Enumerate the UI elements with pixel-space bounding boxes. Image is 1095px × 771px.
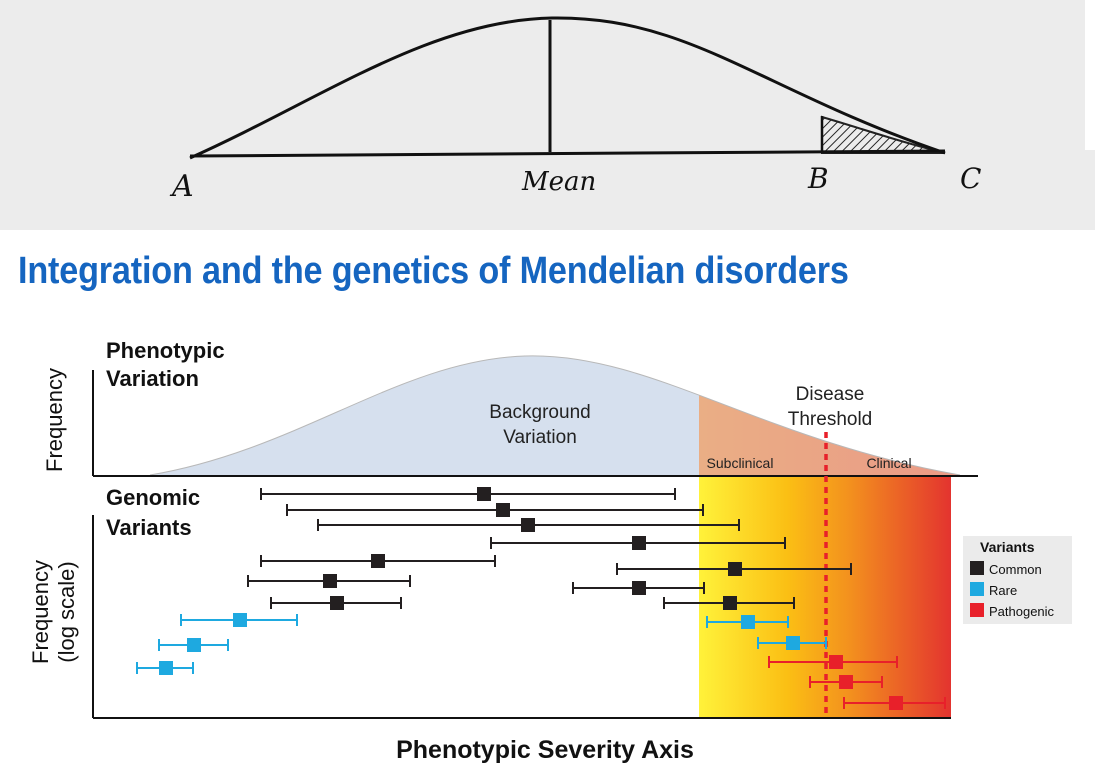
common-variant-marker (286, 503, 704, 517)
clinical-label: Clinical (866, 455, 911, 471)
x-axis-label: Phenotypic Severity Axis (396, 736, 694, 764)
variant-square (323, 574, 337, 588)
legend-label-pathogenic: Pathogenic (989, 604, 1055, 619)
pathogenic-variant-marker (768, 655, 898, 669)
common-variant-marker (490, 536, 786, 550)
variant-square (728, 562, 742, 576)
variant-square (723, 596, 737, 610)
rare-variant-marker (706, 615, 789, 629)
variant-square (741, 615, 755, 629)
variant-square (632, 581, 646, 595)
sketch-label-mean: Mean (521, 167, 596, 197)
sketch-label-c: C (960, 162, 981, 195)
variant-square (521, 518, 535, 532)
common-variant-marker (317, 518, 740, 532)
subclinical-label: Subclinical (707, 455, 774, 471)
tail-area (699, 395, 960, 475)
common-variant-marker (247, 574, 411, 588)
variant-square (477, 487, 491, 501)
variant-square (330, 596, 344, 610)
variant-square (159, 661, 173, 675)
sketch-label-a: A (169, 169, 194, 204)
common-variant-marker (270, 596, 402, 610)
legend-swatch-pathogenic (970, 603, 984, 617)
threshold-label-line2: Threshold (788, 409, 873, 430)
phenotypic-heading-line2: Variation (106, 366, 199, 391)
pathogenic-variant-marker (809, 675, 883, 689)
rare-variant-marker (757, 636, 827, 650)
variant-square (632, 536, 646, 550)
variant-square (233, 613, 247, 627)
sketch-baseline (189, 149, 946, 158)
common-variant-marker (260, 554, 496, 568)
phenotypic-heading-line1: Phenotypic (106, 338, 225, 363)
sketch-label-b: B (807, 162, 829, 195)
legend-swatch-rare (970, 582, 984, 596)
threshold-label-line1: Disease (796, 384, 865, 405)
legend-title: Variants (980, 539, 1035, 555)
variant-square (371, 554, 385, 568)
y-label-top: Frequency (42, 368, 67, 472)
rare-variant-marker (180, 613, 298, 627)
y-label-bottom-line2: (log scale) (54, 561, 79, 662)
common-variant-marker (572, 581, 705, 595)
genetics-diagram: Phenotypic Variation Genomic Variants Fr… (28, 338, 1072, 764)
background-label-line1: Background (489, 402, 590, 423)
common-variant-marker (663, 596, 795, 610)
variant-square (839, 675, 853, 689)
genomic-heading-line2: Variants (106, 515, 192, 540)
variant-square (889, 696, 903, 710)
variant-square (187, 638, 201, 652)
variant-markers (136, 487, 946, 710)
legend-swatch-common (970, 561, 984, 575)
rare-variant-marker (158, 638, 229, 652)
genomic-heading-line1: Genomic (106, 485, 200, 510)
rare-variant-marker (136, 661, 194, 675)
phenotype-curve (149, 355, 961, 476)
variant-square (496, 503, 510, 517)
hand-drawn-sketch: A Mean B C (0, 0, 1095, 230)
pathogenic-variant-marker (843, 696, 946, 710)
legend-label-rare: Rare (989, 583, 1017, 598)
legend: Variants Common Rare Pathogenic (963, 536, 1072, 624)
page-title: Integration and the genetics of Mendelia… (18, 250, 849, 292)
sketch-curve (189, 16, 946, 160)
y-label-bottom-line1: Frequency (28, 560, 53, 664)
common-variant-marker (260, 487, 676, 501)
common-variant-marker (616, 562, 852, 576)
background-variation-area (150, 355, 699, 475)
variant-square (829, 655, 843, 669)
variant-square (786, 636, 800, 650)
background-label-line2: Variation (503, 427, 577, 448)
legend-label-common: Common (989, 562, 1042, 577)
